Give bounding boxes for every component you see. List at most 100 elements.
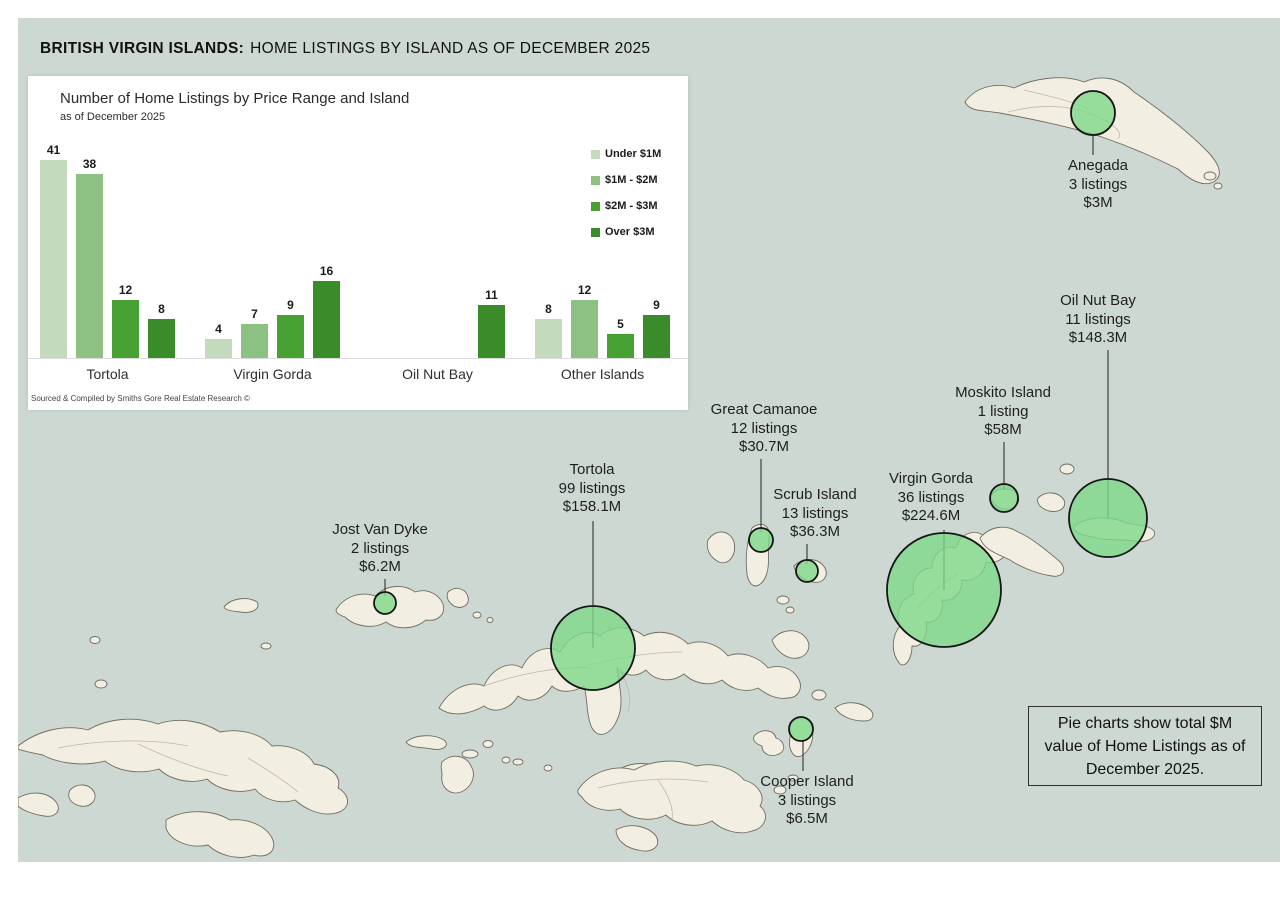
island-name: Cooper Island	[760, 773, 854, 790]
legend-swatch-icon	[591, 227, 600, 237]
bar-value-label: 12	[577, 283, 592, 297]
island-name: Virgin Gorda	[889, 470, 973, 487]
island-value: $6.2M	[359, 558, 401, 575]
map-canvas: Tortola 99 listings $158.1M Virgin Gorda 36 …	[18, 18, 1280, 862]
listing-bubble-jost-van-dyke	[373, 591, 397, 615]
bar-other-islands-1	[571, 300, 598, 358]
island-label-great-camanoe: Great Camanoe 12 listings $30.7M	[711, 401, 818, 457]
listing-bubble-cooper-island	[788, 716, 814, 742]
island-landmass-cay	[1213, 182, 1223, 190]
island-label-anegada: Anegada 3 listings $3M	[1068, 157, 1128, 213]
legend: Under $1M $1M - $2M $2M - $3M Over $3M	[591, 148, 661, 252]
bar-value-label: 7	[251, 307, 258, 321]
bubble-layer	[373, 90, 1148, 771]
island-landmass-tobago	[223, 598, 259, 613]
listing-bubble-scrub-island	[795, 559, 819, 583]
island-landmass-prickly-pear	[1037, 492, 1066, 512]
island-listings: 3 listings	[777, 791, 837, 809]
bar-other-islands-2	[607, 334, 634, 358]
island-landmass-guana	[706, 531, 736, 564]
bar-value-label: 38	[82, 157, 97, 171]
bar-value-label: 12	[118, 283, 133, 297]
island-landmass-water-island	[68, 784, 96, 807]
listing-bubble-virgin-gorda	[886, 532, 1002, 648]
island-landmass-st-john-south	[615, 825, 659, 852]
bar-value-label: 11	[485, 288, 498, 302]
legend-swatch-icon	[591, 201, 600, 211]
island-listings: 99 listings	[558, 479, 626, 497]
island-name: Moskito Island	[955, 384, 1051, 401]
bar-other-islands-0	[535, 319, 562, 358]
island-landmass-norman	[440, 755, 474, 794]
bar-tortola-3	[148, 319, 175, 358]
island-label-jost-van-dyke: Jost Van Dyke 2 listings $6.2M	[332, 521, 428, 577]
island-name: Anegada	[1067, 157, 1129, 174]
chart-title: Number of Home Listings by Price Range a…	[60, 90, 410, 107]
island-label-virgin-gorda: Virgin Gorda 36 listings $224.6M	[889, 470, 973, 526]
page-title-bold: BRITISH VIRGIN ISLANDS:	[40, 40, 245, 57]
bar-chart-panel: 41 38 12 8 Tortola 4 7 9 16 Virgin Gorda 11 Oil Nut…	[28, 76, 688, 410]
island-listings: 12 listings	[730, 419, 798, 437]
island-label-cooper-island: Cooper Island 3 listings $6.5M	[760, 773, 853, 829]
bar-value-label: 41	[46, 143, 61, 157]
island-landmass-cay	[405, 735, 447, 750]
island-listings: 13 listings	[781, 504, 849, 522]
island-landmass-dead-chest	[811, 689, 827, 701]
island-value: $36.3M	[789, 523, 841, 540]
legend-item: $1M - $2M	[591, 174, 661, 186]
note-text: Pie charts show total $M value of Home L…	[1044, 714, 1246, 778]
island-value: $3M	[1083, 194, 1113, 211]
island-value: $30.7M	[738, 438, 790, 455]
bar-virgin-gorda-3	[313, 281, 340, 358]
bar-value-label: 9	[287, 298, 294, 312]
island-landmass-north-sound	[979, 526, 1065, 577]
bar-tortola-2	[112, 300, 139, 358]
island-landmass-cay	[89, 636, 101, 644]
island-landmass-cay	[94, 679, 108, 689]
page-title-rest: HOME LISTINGS BY ISLAND AS OF DECEMBER 2…	[250, 40, 651, 57]
island-label-scrub-island: Scrub Island 13 listings $36.3M	[773, 486, 856, 542]
island-landmass-cay	[1203, 171, 1217, 181]
island-landmass-cay	[785, 606, 795, 614]
island-name: Great Camanoe	[710, 401, 818, 418]
island-landmass-cay	[461, 749, 479, 759]
island-name: Tortola	[569, 461, 615, 478]
bar-other-islands-3	[643, 315, 670, 358]
island-label-tortola: Tortola 99 listings $158.1M	[559, 461, 626, 517]
island-value: $6.5M	[786, 810, 828, 827]
island-name: Oil Nut Bay	[1060, 292, 1136, 309]
island-landmass-ginger	[834, 702, 874, 722]
bar-virgin-gorda-0	[205, 339, 232, 358]
island-listings: 1 listing	[977, 402, 1029, 420]
island-listings: 2 listings	[350, 539, 410, 557]
island-landmass-beef	[771, 630, 810, 659]
legend-item: $2M - $3M	[591, 200, 661, 212]
listing-bubble-tortola	[550, 605, 636, 691]
island-value: $158.1M	[562, 498, 622, 515]
island-listings: 3 listings	[1068, 175, 1128, 193]
island-landmass-cay	[472, 611, 482, 619]
island-value: $148.3M	[1068, 329, 1128, 346]
island-landmass-cay	[501, 756, 511, 764]
bar-tortola-0	[40, 160, 67, 358]
legend-label: Over $3M	[605, 226, 655, 238]
category-label-oil-nut-bay: Oil Nut Bay	[402, 366, 473, 382]
legend-item: Under $1M	[591, 148, 661, 160]
island-landmass-st-john	[577, 760, 766, 834]
category-label-other-islands: Other Islands	[560, 366, 645, 382]
listing-bubble-oil-nut-bay	[1068, 478, 1148, 558]
x-axis-line	[28, 358, 688, 359]
legend-swatch-icon	[591, 175, 600, 185]
island-label-oil-nut-bay: Oil Nut Bay 11 listings $148.3M	[1060, 292, 1136, 348]
island-landmass-cay	[486, 617, 494, 623]
chart-source: Sourced & Compiled by Smiths Gore Real E…	[31, 394, 250, 403]
island-landmass-little-jost	[446, 587, 469, 608]
bar-virgin-gorda-1	[241, 324, 268, 358]
island-landmass-cay	[512, 758, 524, 766]
bar-value-label: 5	[617, 317, 624, 331]
listing-bubble-great-camanoe	[748, 527, 774, 553]
island-listings: 36 listings	[897, 488, 965, 506]
page-title: BRITISH VIRGIN ISLANDS: HOME LISTINGS BY …	[40, 40, 650, 58]
island-landmass-st-thomas	[18, 718, 348, 815]
